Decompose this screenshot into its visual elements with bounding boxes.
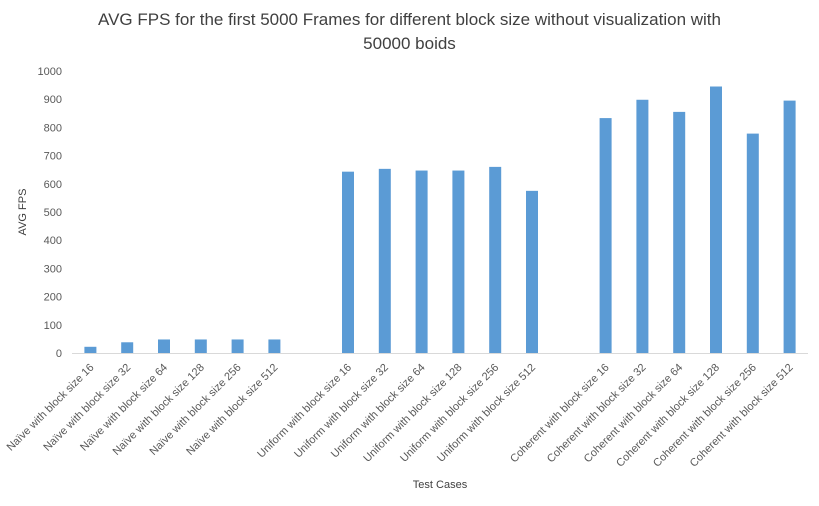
y-tick-label: 300 [44, 263, 62, 275]
bar [526, 190, 538, 353]
y-tick-label: 800 [44, 122, 62, 134]
bar [268, 339, 281, 353]
y-tick-label: 0 [56, 348, 62, 360]
bar [231, 339, 244, 353]
bar [452, 170, 465, 353]
bar [710, 86, 722, 353]
bars [84, 86, 796, 354]
x-axis-title: Test Cases [413, 479, 468, 491]
y-tick-label: 500 [44, 207, 62, 219]
bar [84, 346, 97, 353]
y-tick-label: 100 [44, 320, 62, 332]
chart-title-line-1: AVG FPS for the first 5000 Frames for di… [98, 10, 721, 29]
bar [636, 99, 649, 353]
y-tick-label: 400 [44, 235, 62, 247]
y-tick-label: 200 [44, 292, 62, 304]
bar [673, 111, 686, 353]
y-axis-ticks: 0 100 200 300 400 500 600 700 800 900 1000 [38, 66, 62, 360]
y-tick-label: 700 [44, 151, 62, 163]
bar [342, 171, 354, 353]
y-tick-label: 900 [44, 94, 62, 106]
y-tick-label: 600 [44, 179, 62, 191]
bar [158, 339, 170, 353]
chart-title-line-2: 50000 boids [363, 34, 456, 53]
bar [194, 339, 207, 353]
bar [489, 166, 502, 353]
bar [415, 170, 428, 353]
bar [783, 100, 796, 353]
bar [121, 342, 134, 353]
bar [378, 168, 391, 353]
y-tick-label: 1000 [38, 66, 62, 78]
y-axis-title: AVG FPS [17, 189, 29, 236]
bar [746, 133, 759, 353]
chart-title: AVG FPS for the first 5000 Frames for di… [0, 8, 819, 56]
bar [599, 118, 612, 354]
